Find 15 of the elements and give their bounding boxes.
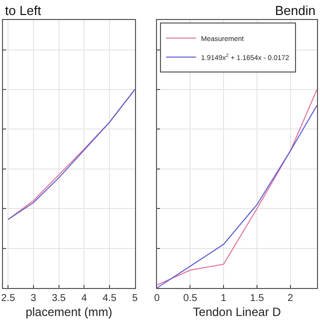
x-tick-label: 3 xyxy=(30,293,37,304)
chart-title: Bendin xyxy=(275,3,316,18)
x-tick-label: 1 xyxy=(220,293,227,304)
x-tick-label: 4.5 xyxy=(102,293,117,304)
x-tick-label: 1.5 xyxy=(250,293,264,304)
x-tick-label: 0.5 xyxy=(183,293,198,304)
chart-title: to Left xyxy=(5,3,42,18)
x-axis-title: Tendon Linear D xyxy=(192,304,282,319)
x-axis-title: placement (mm) xyxy=(26,304,112,319)
x-tick-label: 3.5 xyxy=(52,293,66,304)
x-tick-label: 4 xyxy=(81,293,88,304)
x-tick-label: 2 xyxy=(288,293,294,304)
x-tick-label: 0 xyxy=(154,293,160,304)
x-tick-label: 5 xyxy=(132,293,138,304)
x-tick-label: 2.5 xyxy=(1,293,16,304)
